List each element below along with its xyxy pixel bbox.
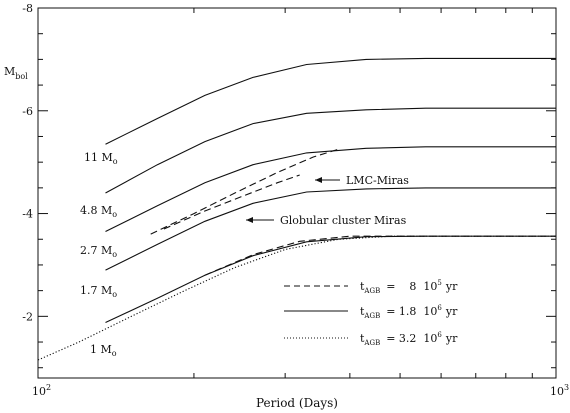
mass-labels: 11 Mo 4.8 Mo 2.7 Mo 1.7 Mo 1 Mo bbox=[80, 151, 118, 358]
annotation-globular-arrowhead bbox=[246, 217, 253, 223]
y-tick-label: -4 bbox=[22, 208, 33, 221]
annotation-globular: Globular cluster Miras bbox=[246, 214, 407, 227]
series-line-solid bbox=[105, 187, 556, 271]
legend-entry-dotted: tAGB = 3.2 106 yr bbox=[284, 331, 458, 347]
legend-entry-solid: tAGB = 1.8 106 yr bbox=[284, 304, 458, 320]
plot-frame bbox=[37, 7, 557, 379]
tick-layer: 102 103 -2 -4 -6 -8 bbox=[22, 2, 569, 398]
series-line-dashed bbox=[204, 235, 556, 276]
legend-label-solid: tAGB = 1.8 106 yr bbox=[360, 304, 458, 320]
legend-label-dashed: tAGB = 8 105 yr bbox=[360, 279, 458, 295]
series-line-solid bbox=[105, 235, 556, 323]
series-line-solid bbox=[105, 57, 556, 145]
legend-entry-dashed: tAGB = 8 105 yr bbox=[284, 279, 458, 295]
annotation-lmc-arrowhead bbox=[315, 177, 322, 183]
series-line-dashed bbox=[150, 148, 339, 235]
plot-border bbox=[37, 7, 557, 379]
x-axis-label: Period (Days) bbox=[256, 396, 338, 410]
series-line-solid bbox=[105, 107, 556, 194]
mass-label-11: 11 Mo bbox=[84, 151, 118, 166]
x-tick-label: 103 bbox=[550, 383, 569, 398]
mass-label-2-7: 2.7 Mo bbox=[80, 244, 117, 259]
series-line-solid bbox=[105, 146, 556, 232]
annotation-globular-text: Globular cluster Miras bbox=[280, 214, 407, 227]
y-tick-label: -8 bbox=[22, 2, 33, 15]
y-axis-label: Mbol bbox=[4, 65, 28, 81]
y-tick-label: -6 bbox=[22, 105, 33, 118]
mass-label-1-7: 1.7 Mo bbox=[80, 284, 117, 299]
mass-label-4-8: 4.8 Mo bbox=[80, 204, 117, 219]
legend-label-dotted: tAGB = 3.2 106 yr bbox=[360, 331, 458, 347]
series-layer bbox=[37, 57, 556, 361]
annotation-lmc-text: LMC-Miras bbox=[346, 174, 409, 187]
mass-label-1: 1 Mo bbox=[90, 343, 117, 358]
annotation-lmc: LMC-Miras bbox=[315, 174, 409, 187]
x-tick-label: 102 bbox=[32, 383, 51, 398]
y-tick-label: -2 bbox=[22, 310, 33, 323]
legend: tAGB = 8 105 yr tAGB = 1.8 106 yr tAGB = 3.2 … bbox=[284, 279, 458, 347]
